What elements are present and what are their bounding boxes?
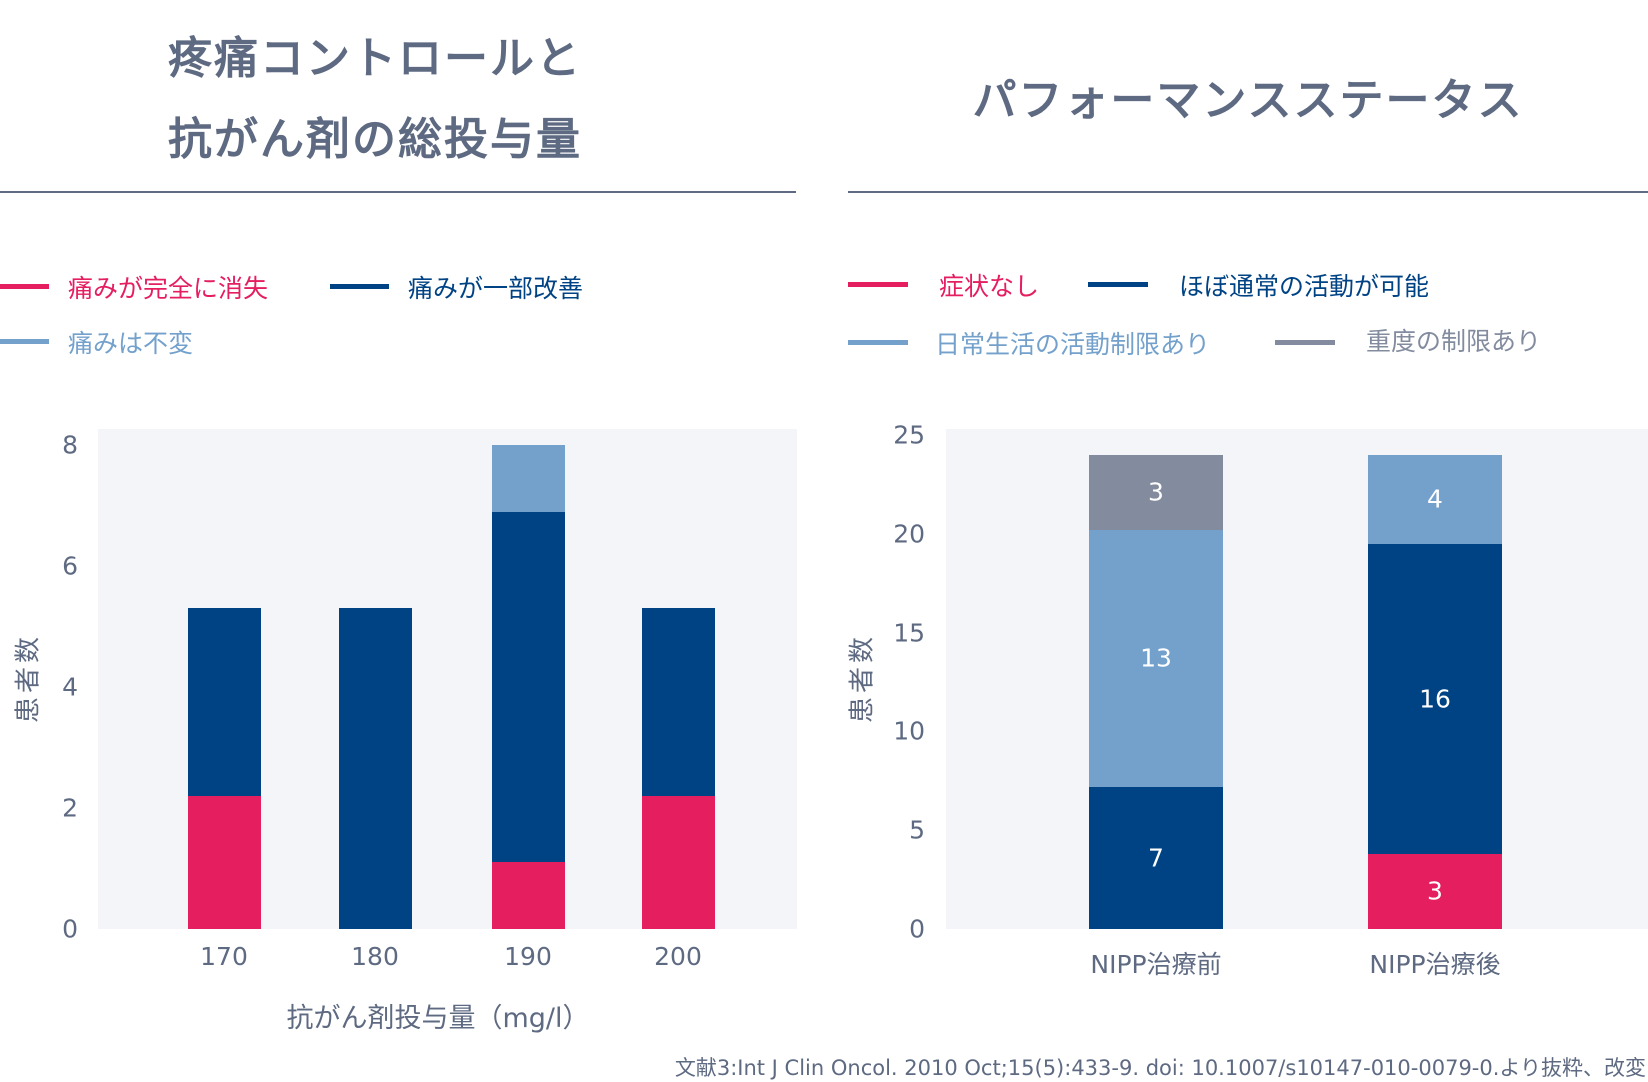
bar-segment bbox=[491, 445, 565, 512]
right-title-divider bbox=[848, 191, 1648, 193]
legend-swatch-pain-improved bbox=[330, 284, 389, 289]
x-tick-label: 180 bbox=[351, 942, 399, 971]
bar-segment: 7 bbox=[1089, 786, 1223, 929]
bar-value-label: 3 bbox=[1427, 876, 1443, 906]
x-tick-label: 200 bbox=[654, 942, 702, 971]
y-tick-label: 10 bbox=[893, 716, 925, 746]
x-tick-label: 170 bbox=[200, 942, 248, 971]
legend-label-pain-unchanged: 痛みは不変 bbox=[68, 329, 194, 358]
bar-segment: 3 bbox=[1368, 853, 1502, 929]
y-tick-label: 0 bbox=[909, 914, 925, 944]
legend-swatch-pain-unchanged bbox=[0, 339, 49, 344]
left-chart-title-line1: 疼痛コントロールと bbox=[168, 33, 582, 84]
y-tick-label: 15 bbox=[893, 618, 925, 648]
y-tick-label: 20 bbox=[893, 519, 925, 549]
right-plot-area bbox=[946, 429, 1648, 929]
left-x-axis-label: 抗がん剤投与量（mg/l） bbox=[286, 1003, 590, 1034]
legend-label-severe: 重度の制限あり bbox=[1366, 327, 1542, 356]
bar-value-label: 3 bbox=[1148, 477, 1164, 507]
legend-swatch-pain-resolved bbox=[0, 284, 49, 289]
x-tick-label: NIPP治療前 bbox=[1090, 950, 1222, 979]
legend-label-near-normal: ほぼ通常の活動が可能 bbox=[1179, 272, 1430, 301]
y-tick-label: 2 bbox=[62, 793, 78, 823]
legend-swatch-no-symptoms bbox=[848, 282, 908, 287]
footnote: 文献3:Int J Clin Oncol. 2010 Oct;15(5):433… bbox=[674, 1056, 1646, 1080]
bar-segment bbox=[491, 862, 565, 929]
legend-label-pain-improved: 痛みが一部改善 bbox=[408, 274, 584, 303]
y-tick-label: 25 bbox=[893, 420, 925, 450]
left-y-axis-label: 患者数 bbox=[13, 632, 44, 724]
left-title-divider bbox=[0, 191, 796, 193]
legend-swatch-near-normal bbox=[1088, 282, 1148, 287]
right-y-axis-label: 患者数 bbox=[847, 632, 878, 724]
bar-segment bbox=[338, 608, 412, 929]
y-tick-label: 8 bbox=[62, 430, 78, 460]
bar-segment bbox=[187, 795, 261, 929]
x-tick-label: 190 bbox=[504, 942, 552, 971]
bar-segment bbox=[641, 608, 715, 796]
y-tick-label: 6 bbox=[62, 551, 78, 581]
legend-label-pain-resolved: 痛みが完全に消失 bbox=[68, 274, 269, 303]
bar-value-label: 16 bbox=[1419, 684, 1451, 714]
bar-segment: 13 bbox=[1089, 529, 1223, 787]
legend-swatch-severe bbox=[1275, 340, 1335, 345]
bar-value-label: 4 bbox=[1427, 484, 1443, 514]
bar-segment: 3 bbox=[1089, 454, 1223, 530]
bar-segment bbox=[187, 608, 261, 796]
bar-segment bbox=[491, 511, 565, 863]
left-chart-title-line2: 抗がん剤の総投与量 bbox=[168, 114, 582, 165]
legend-swatch-limited bbox=[848, 340, 908, 345]
y-tick-label: 0 bbox=[62, 914, 78, 944]
legend-label-limited: 日常生活の活動制限あり bbox=[935, 330, 1211, 359]
bar-segment: 4 bbox=[1368, 454, 1502, 544]
legend-label-no-symptoms: 症状なし bbox=[939, 272, 1040, 301]
right-chart-title: パフォーマンスステータス bbox=[972, 75, 1524, 126]
bar-segment: 16 bbox=[1368, 543, 1502, 854]
y-tick-label: 5 bbox=[909, 815, 925, 845]
y-tick-label: 4 bbox=[62, 672, 78, 702]
bar-segment bbox=[641, 795, 715, 929]
bar-value-label: 7 bbox=[1148, 843, 1164, 873]
bar-value-label: 13 bbox=[1140, 643, 1172, 673]
x-tick-label: NIPP治療後 bbox=[1369, 950, 1501, 979]
